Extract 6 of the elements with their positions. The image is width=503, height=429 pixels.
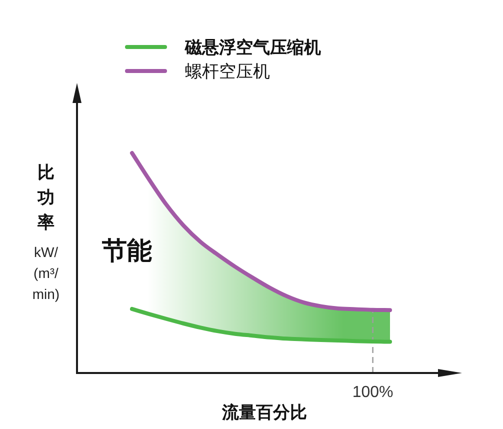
legend-label: 螺杆空压机 <box>185 62 270 82</box>
x-axis-title: 流量百分比 <box>221 403 307 423</box>
text: 100% <box>352 384 394 401</box>
annotation: 节能 <box>101 236 152 265</box>
legend-label: 磁悬浮空气压缩机 <box>184 38 321 58</box>
ylabel: 比功率 kW/ (m³/ min) <box>32 163 60 302</box>
